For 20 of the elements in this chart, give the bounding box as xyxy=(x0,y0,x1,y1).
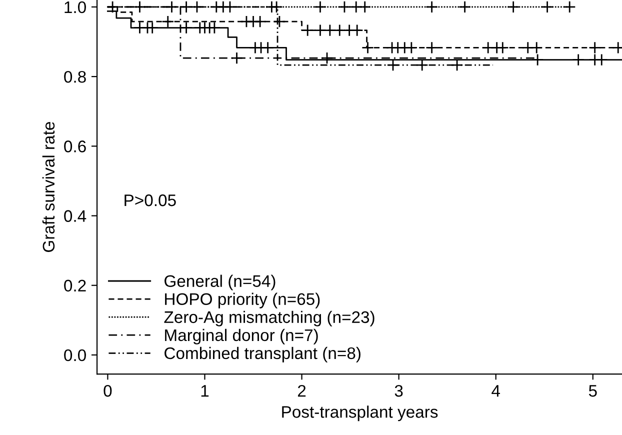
y-tick-label: 0.8 xyxy=(64,70,86,83)
x-tick-label: 1 xyxy=(201,385,209,397)
y-tick-label: 0.0 xyxy=(64,349,86,362)
legend-label: Zero-Ag mismatching (n=23) xyxy=(164,310,374,326)
x-tick-label: 0 xyxy=(104,384,112,397)
y-tick-label: 0.2 xyxy=(64,280,86,292)
x-tick-label: 4 xyxy=(492,385,500,397)
x-tick-label: 5 xyxy=(588,385,597,397)
y-tick-label: 0.6 xyxy=(64,140,86,152)
y-axis-title: Graft survival rate xyxy=(42,122,55,252)
legend-label: Combined transplant (n=8) xyxy=(164,346,360,362)
y-tick-label: 0.4 xyxy=(64,210,86,222)
y-tick-label: 1.0 xyxy=(64,1,86,14)
x-axis-title: Post-transplant years xyxy=(282,406,438,422)
legend-label: Marginal donor (n=7) xyxy=(165,328,318,344)
legend-label: General (n=54) xyxy=(164,274,276,290)
annotation: P>0.05 xyxy=(124,194,176,206)
legend-label: HOPO priority (n=65) xyxy=(165,292,320,308)
x-tick-label: 2 xyxy=(298,384,306,397)
x-tick-label: 3 xyxy=(394,384,403,397)
